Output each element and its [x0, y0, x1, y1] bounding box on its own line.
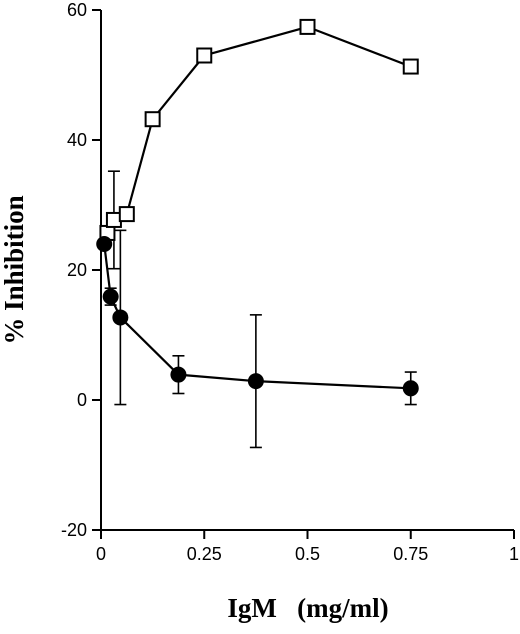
data-point-square — [196, 47, 213, 64]
data-point-square — [118, 206, 135, 223]
x-tick-label: 1 — [509, 544, 519, 564]
data-point-square — [402, 58, 419, 75]
x-tick-label: 0.75 — [393, 544, 428, 564]
data-point-circle — [170, 366, 187, 383]
data-point-square — [144, 111, 161, 128]
y-tick-label: 20 — [67, 260, 87, 280]
y-tick-label: 60 — [67, 0, 87, 20]
series-filled-circle — [96, 229, 419, 449]
series-open-square — [99, 18, 419, 270]
x-tick-label: 0.25 — [187, 544, 222, 564]
x-tick-label: 0.5 — [295, 544, 320, 564]
plot-area — [96, 18, 419, 449]
data-point-circle — [112, 309, 129, 326]
axes — [100, 10, 514, 531]
data-point-circle — [247, 373, 264, 390]
y-tick-label: 40 — [67, 130, 87, 150]
y-axis-title: % Inhibition — [0, 195, 29, 344]
data-point-circle — [402, 380, 419, 397]
series-line — [103, 243, 411, 390]
ticks: -20 0 20 40 60 0 0.25 0.5 0.75 1 — [61, 0, 519, 564]
x-axis-title: IgM (mg/ml) — [227, 593, 388, 623]
series-line — [106, 25, 412, 234]
y-tick-label: -20 — [61, 520, 87, 540]
data-point-circle — [96, 236, 113, 252]
data-point-circle — [102, 288, 119, 305]
x-tick-label: 0 — [96, 544, 106, 564]
data-point-square — [299, 18, 316, 35]
y-tick-label: 0 — [77, 390, 87, 410]
